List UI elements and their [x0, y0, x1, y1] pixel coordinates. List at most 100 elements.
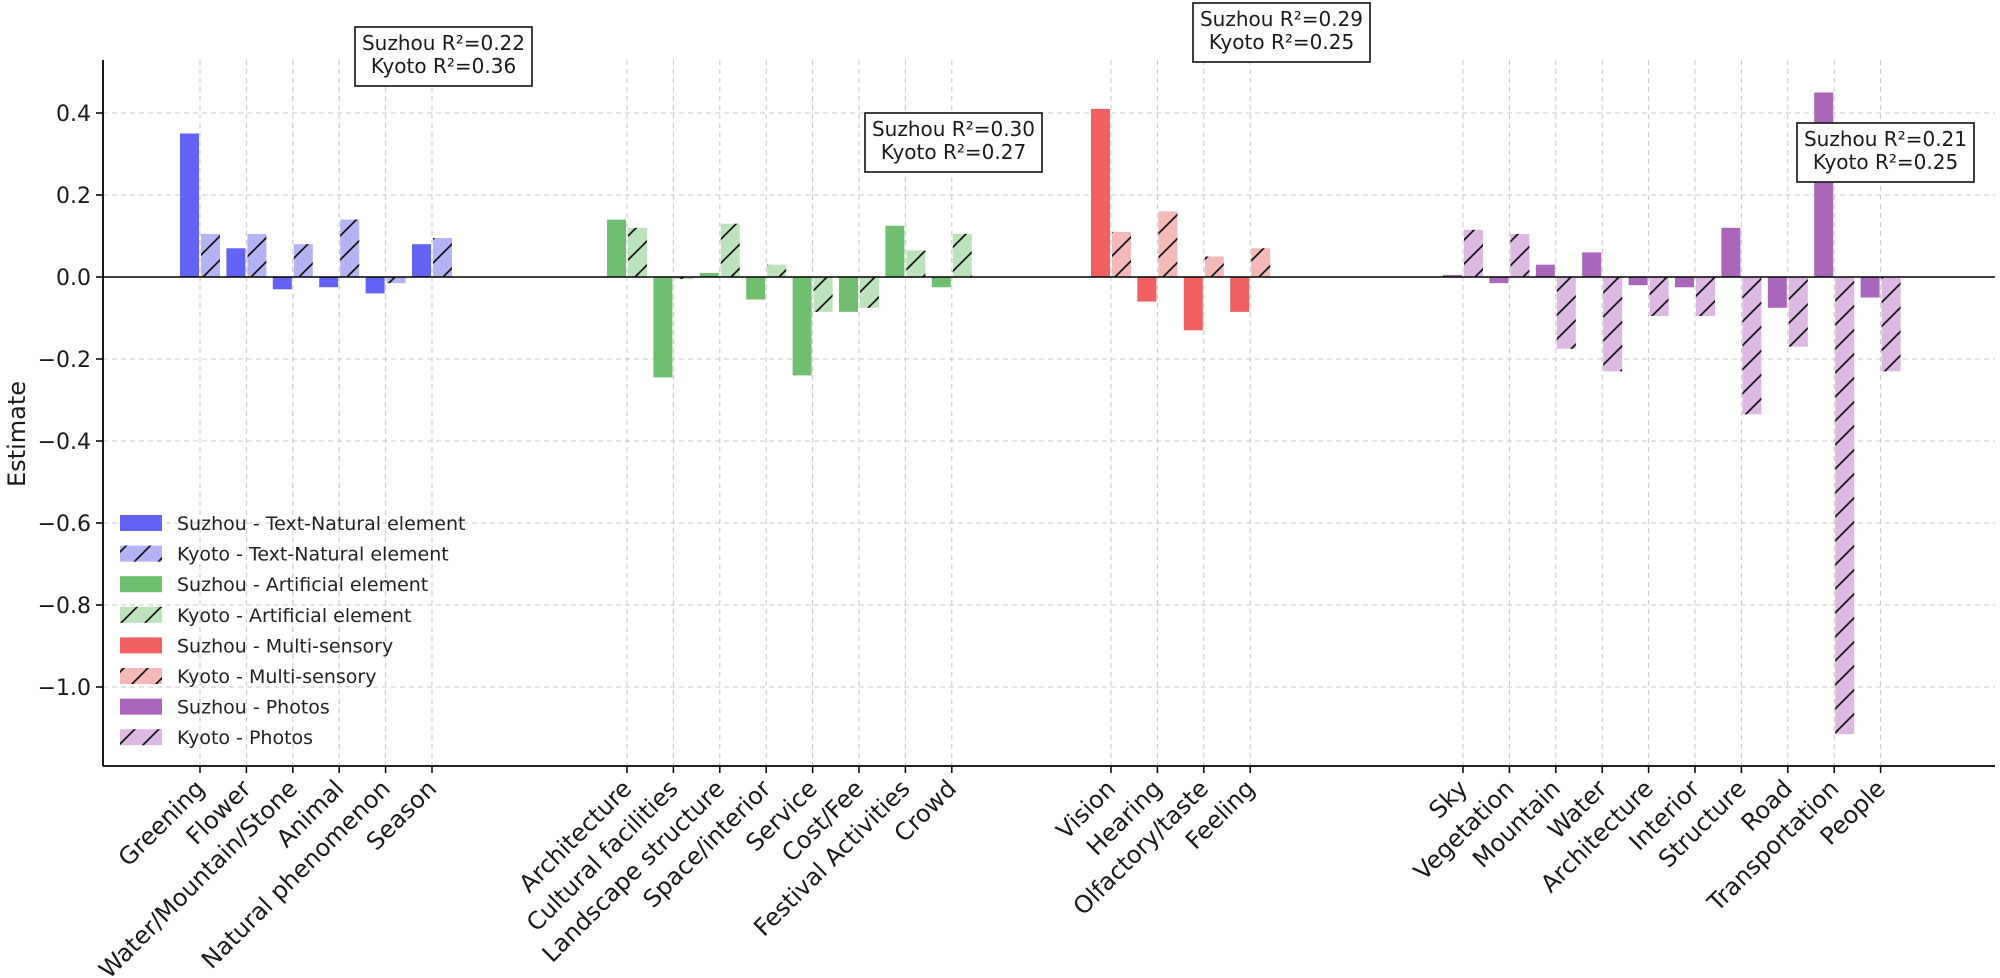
y-tick-label: 0.2	[56, 184, 91, 209]
legend-item: Suzhou - Photos	[120, 697, 330, 719]
bar-kyoto-hatch	[340, 220, 359, 277]
labels: −1.0−0.8−0.6−0.4−0.20.00.20.4GreeningFlo…	[3, 102, 1891, 978]
legend-label: Suzhou - Text-Natural element	[177, 513, 465, 535]
bar-suzhou-vegetation	[1489, 277, 1508, 283]
legend-swatch	[120, 699, 162, 715]
bar-suzhou-vision	[1091, 109, 1110, 277]
bar-suzhou-mountain	[1536, 265, 1555, 277]
legend-label: Kyoto - Artificial element	[177, 605, 412, 627]
legend-item: Kyoto - Text-Natural element	[120, 544, 449, 566]
legend-label: Kyoto - Text-Natural element	[177, 544, 449, 566]
bar-kyoto-hatch	[1835, 277, 1854, 734]
bar-kyoto-hatch	[1112, 232, 1131, 277]
y-axis-label: Estimate	[3, 381, 31, 487]
bar-suzhou-festival-activities	[885, 226, 904, 277]
bar-suzhou-people	[1861, 277, 1880, 298]
bar-suzhou-service	[793, 277, 812, 375]
legend-item: Suzhou - Artificial element	[120, 574, 428, 596]
bar-kyoto-hatch	[294, 244, 313, 277]
legend-swatch-hatch	[120, 729, 162, 745]
bar-suzhou-natural-phenomenon	[366, 277, 385, 293]
bar-suzhou-water	[1582, 252, 1601, 277]
legend-label: Kyoto - Multi-sensory	[177, 666, 376, 688]
bar-kyoto-hatch	[628, 228, 647, 277]
y-tick-label: −0.4	[38, 430, 91, 455]
bar-suzhou-structure	[1721, 228, 1740, 277]
bar-kyoto-hatch	[1696, 277, 1715, 316]
y-tick-label: 0.4	[56, 102, 91, 127]
bar-suzhou-architecture	[1629, 277, 1648, 285]
axes	[96, 60, 1995, 773]
annotation-text: Suzhou R²=0.29	[1200, 7, 1363, 31]
legend-item: Kyoto - Photos	[120, 727, 313, 749]
bar-kyoto-hatch	[201, 234, 220, 277]
legend-label: Suzhou - Multi-sensory	[177, 635, 393, 657]
bar-suzhou-crowd	[932, 277, 951, 287]
bar-suzhou-animal	[319, 277, 338, 287]
bar-suzhou-greening	[180, 134, 199, 278]
bar-kyoto-hatch	[1557, 277, 1576, 349]
legend-swatch	[120, 515, 162, 531]
bar-suzhou-cost-fee	[839, 277, 858, 312]
bar-kyoto-hatch	[1789, 277, 1808, 347]
bar-suzhou-road	[1768, 277, 1787, 308]
bar-kyoto-hatch	[433, 238, 452, 277]
bar-suzhou-interior	[1675, 277, 1694, 287]
bar-suzhou-water-mountain-stone	[273, 277, 292, 289]
legend-swatch	[120, 637, 162, 653]
legend-swatch-hatch	[120, 607, 162, 623]
bar-kyoto-hatch	[1882, 277, 1901, 371]
bar-kyoto-hatch	[814, 277, 833, 312]
legend-item: Suzhou - Text-Natural element	[120, 513, 465, 535]
bar-kyoto-hatch	[1464, 230, 1483, 277]
bar-kyoto-hatch	[1251, 248, 1270, 277]
legend-label: Kyoto - Photos	[177, 727, 313, 749]
y-tick-label: −0.6	[38, 512, 91, 537]
estimate-bar-chart: −1.0−0.8−0.6−0.4−0.20.00.20.4GreeningFlo…	[0, 0, 2000, 978]
bar-suzhou-space-interior	[746, 277, 765, 300]
bar-suzhou-cultural-facilities	[653, 277, 672, 377]
legend-swatch-hatch	[120, 546, 162, 562]
bar-suzhou-olfactory-taste	[1184, 277, 1203, 330]
legend-item: Suzhou - Multi-sensory	[120, 635, 393, 657]
grid-lines	[103, 60, 1995, 766]
annotation-text: Suzhou R²=0.30	[872, 117, 1035, 141]
annotation-text: Kyoto R²=0.27	[881, 140, 1026, 164]
bar-suzhou-feeling	[1230, 277, 1249, 312]
bars	[180, 93, 1901, 735]
bar-kyoto-hatch	[906, 250, 925, 277]
y-tick-label: −0.2	[38, 348, 91, 373]
bar-suzhou-architecture	[607, 220, 626, 277]
bar-kyoto-hatch	[860, 277, 879, 308]
annotation-text: Suzhou R²=0.21	[1804, 127, 1967, 151]
legend-item: Kyoto - Multi-sensory	[120, 666, 376, 688]
bar-kyoto-hatch	[1205, 257, 1224, 278]
y-tick-label: −1.0	[38, 676, 91, 701]
bar-kyoto-hatch	[1158, 211, 1177, 277]
bar-suzhou-hearing	[1137, 277, 1156, 302]
annotation-text: Kyoto R²=0.25	[1209, 30, 1354, 54]
bar-kyoto-hatch	[953, 234, 972, 277]
bar-kyoto-hatch	[1603, 277, 1622, 371]
bar-suzhou-transportation	[1814, 93, 1833, 278]
legend-label: Suzhou - Photos	[177, 697, 330, 719]
x-category-label: Landscape structure	[537, 774, 730, 967]
r2-annotation-box: Suzhou R²=0.29Kyoto R²=0.25	[1193, 3, 1370, 62]
bar-kyoto-hatch	[1510, 234, 1529, 277]
bar-kyoto-hatch	[247, 234, 266, 277]
bar-suzhou-season	[412, 244, 431, 277]
y-tick-label: −0.8	[38, 594, 91, 619]
bar-kyoto-hatch	[387, 277, 406, 283]
annotation-text: Suzhou R²=0.22	[362, 31, 525, 55]
y-tick-label: 0.0	[56, 266, 91, 291]
bar-kyoto-hatch	[767, 265, 786, 277]
legend-label: Suzhou - Artificial element	[177, 574, 428, 596]
legend-swatch	[120, 576, 162, 592]
legend-item: Kyoto - Artificial element	[120, 605, 412, 627]
annotation-text: Kyoto R²=0.36	[371, 54, 516, 78]
bar-suzhou-flower	[226, 248, 245, 277]
